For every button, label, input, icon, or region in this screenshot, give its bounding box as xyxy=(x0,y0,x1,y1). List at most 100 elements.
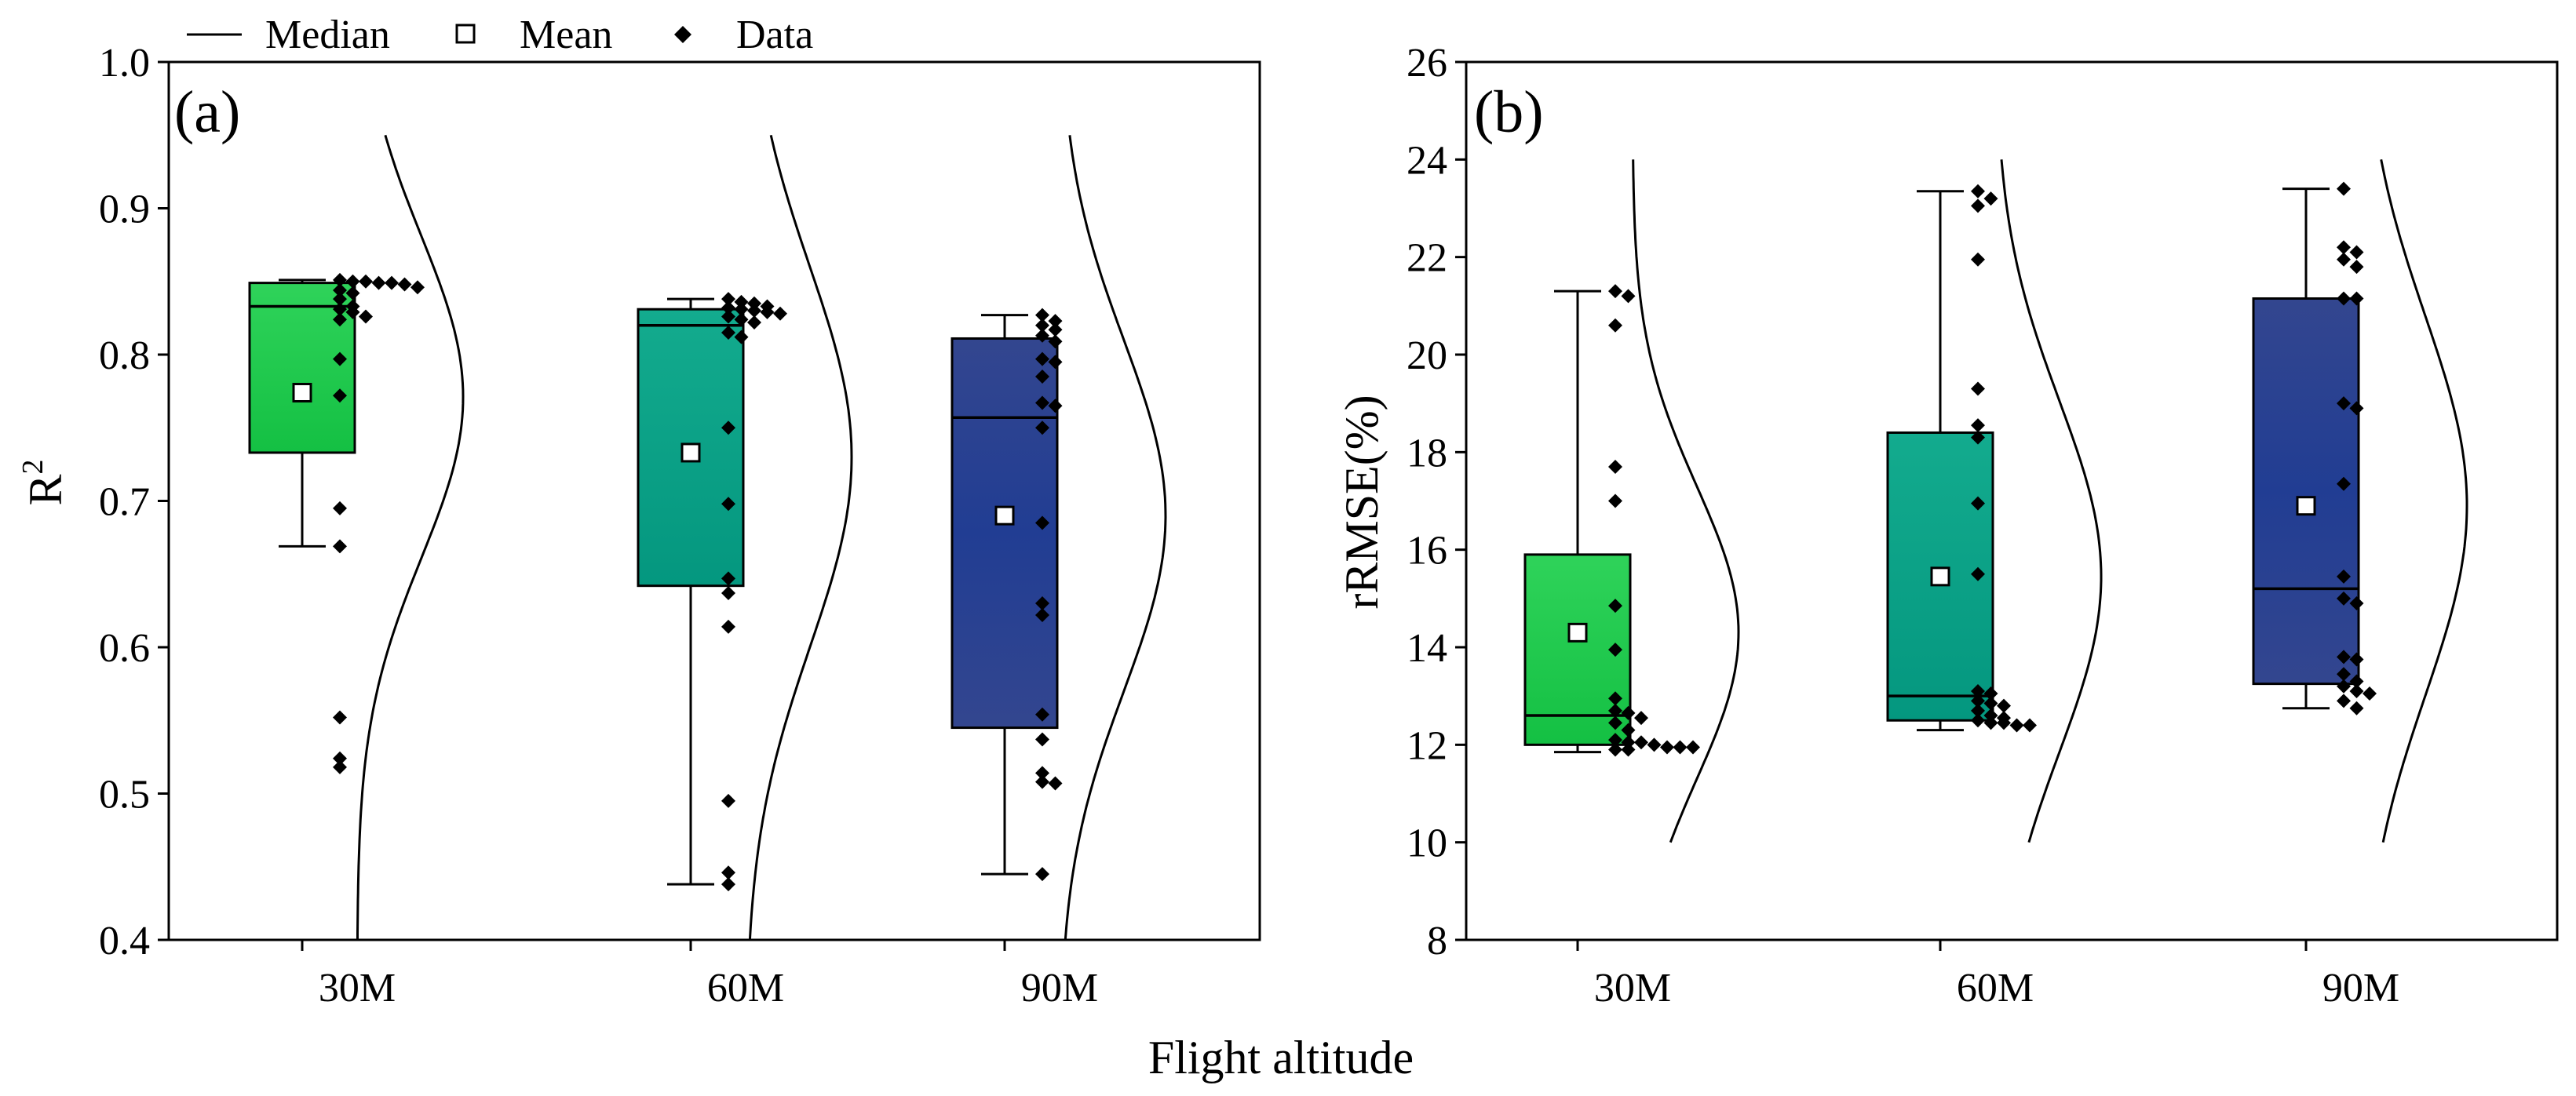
panel-b-rrmse: 8 10 12 14 16 18 20 22 24 26 30M 60M 90M (b) rRMSE(%… xyxy=(1336,41,2559,1010)
panel-a-data-point xyxy=(1048,399,1063,413)
panel-a-data-point xyxy=(773,306,787,321)
panel-b-label: (b) xyxy=(1474,79,1544,145)
panel-a-data-point xyxy=(333,539,347,554)
panel-a-data-point xyxy=(385,275,399,290)
panel-a-x-tick-label: 30M xyxy=(319,966,396,1010)
panel-a-data-point xyxy=(333,388,347,403)
panel-b-y-tick-label: 10 xyxy=(1407,821,1447,866)
legend-data-label: Data xyxy=(736,13,813,57)
panel-a-data-point xyxy=(359,309,373,324)
panel-b-data-point xyxy=(1983,715,1998,730)
panel-a-box-60M xyxy=(637,297,745,886)
panel-b-x-tick-label: 90M xyxy=(2322,966,2399,1010)
panel-b-data-point xyxy=(1608,599,1622,614)
panel-b-data-point xyxy=(1971,496,1985,511)
panel-a-data-point xyxy=(1035,766,1049,781)
panel-b-density-curve xyxy=(1632,159,1740,843)
panel-b-x-tick-label: 30M xyxy=(1594,966,1671,1010)
panel-a-data-point xyxy=(1035,732,1049,747)
panel-b-y-tick-label: 8 xyxy=(1427,919,1447,963)
panel-a-data-point xyxy=(371,275,386,290)
panel-b-data-point xyxy=(2337,679,2351,694)
panel-b-density-curve xyxy=(2380,158,2468,843)
panel-a-data-point xyxy=(1035,607,1049,622)
legend: Median Mean Data xyxy=(187,13,813,57)
panel-b-data-point xyxy=(1608,742,1622,757)
panel-a-data-point xyxy=(333,272,347,287)
panel-b-y-tick-label: 26 xyxy=(1407,41,1447,86)
panel-a-data-point xyxy=(721,326,735,340)
panel-b-data-point xyxy=(2349,652,2364,667)
panel-b-data-point xyxy=(2349,291,2364,306)
panel-a-data-point xyxy=(1035,596,1049,611)
iqr-box xyxy=(2252,297,2360,686)
panel-a-data-point xyxy=(721,421,735,435)
panel-a-data-point xyxy=(721,877,735,892)
panel-b-data-point xyxy=(1621,289,1636,304)
panel-b-data-point xyxy=(1971,713,1985,728)
panel-a-x-tick-label: 60M xyxy=(707,966,784,1010)
panel-b-data-point xyxy=(2337,650,2351,665)
panel-a-data-point xyxy=(734,312,749,327)
panel-b-data-point xyxy=(2363,686,2377,701)
panel-b-data-point xyxy=(2337,396,2351,411)
x-axis-title: Flight altitude xyxy=(1148,1032,1414,1083)
panel-a-data-point xyxy=(747,296,761,311)
panel-b-data-point xyxy=(1971,198,1985,213)
panel-a-data-point xyxy=(721,865,735,880)
panel-b-data-point xyxy=(1997,698,2011,713)
panel-b-data-point xyxy=(1621,723,1636,737)
panel-a-data-point xyxy=(345,286,360,300)
panel-a-data-point xyxy=(1035,515,1049,530)
mean-marker xyxy=(1567,622,1588,643)
panel-a-data-point xyxy=(721,497,735,512)
mean-marker xyxy=(994,505,1015,526)
panel-a-y-tick-label: 0.8 xyxy=(99,333,150,378)
panel-b-data-point xyxy=(1997,715,2011,730)
panel-b-data-point xyxy=(1971,184,1985,198)
panel-a-density-curve xyxy=(356,134,465,940)
panel-b-data-point xyxy=(1608,284,1622,299)
panel-a-data-point xyxy=(333,710,347,725)
panel-a-data-point xyxy=(1035,351,1049,366)
panel-a-box-90M xyxy=(950,314,1059,876)
panel-b-data-point xyxy=(1971,430,1985,445)
panel-b-data-point xyxy=(1983,686,1998,701)
panel-b-box-90M xyxy=(2252,188,2360,710)
panel-b-x-tick-label: 60M xyxy=(1957,966,2034,1010)
panel-b-data-point xyxy=(1971,418,1985,433)
panel-a-data-point xyxy=(333,312,347,327)
panel-b-data-point xyxy=(2349,260,2364,275)
panel-a-ylabel-sup: 2 xyxy=(16,459,49,474)
panel-a-data-point xyxy=(1048,355,1063,370)
panel-a-data-point xyxy=(1035,707,1049,722)
panel-a-data-point xyxy=(1035,421,1049,435)
panel-b-data-point xyxy=(2023,718,2037,733)
panel-a-y-tick-label: 0.5 xyxy=(99,773,150,817)
panel-a-data-point xyxy=(345,274,360,289)
panel-a-data-point xyxy=(1035,308,1049,322)
panel-a-x-tick-label: 90M xyxy=(1021,966,1098,1010)
panel-a-data-point xyxy=(734,330,749,344)
panel-a-data-point xyxy=(410,280,425,295)
panel-a-data-point xyxy=(721,793,735,808)
panel-b-data-point xyxy=(2349,245,2364,260)
panel-a-data-point xyxy=(333,351,347,366)
panel-a-data-point xyxy=(333,501,347,515)
mean-marker xyxy=(2296,496,2316,516)
panel-a-data-point xyxy=(333,759,347,774)
legend-median-label: Median xyxy=(265,13,390,57)
panel-a-data-point xyxy=(1035,395,1049,410)
panel-b-data-point xyxy=(2337,240,2351,255)
panel-b-data-point xyxy=(2337,291,2351,306)
panel-b-data-point xyxy=(2337,476,2351,491)
panel-b-y-tick-label: 16 xyxy=(1407,529,1447,573)
panel-b-data-point xyxy=(1983,708,1998,723)
panel-b-data-point xyxy=(1608,459,1622,474)
panel-a-data-point xyxy=(721,585,735,600)
panel-b-data-point xyxy=(1634,735,1648,750)
panel-b-data-point xyxy=(1660,740,1674,755)
panel-a-y-tick-label: 1.0 xyxy=(99,41,150,86)
panel-a-data-point xyxy=(1035,328,1049,343)
